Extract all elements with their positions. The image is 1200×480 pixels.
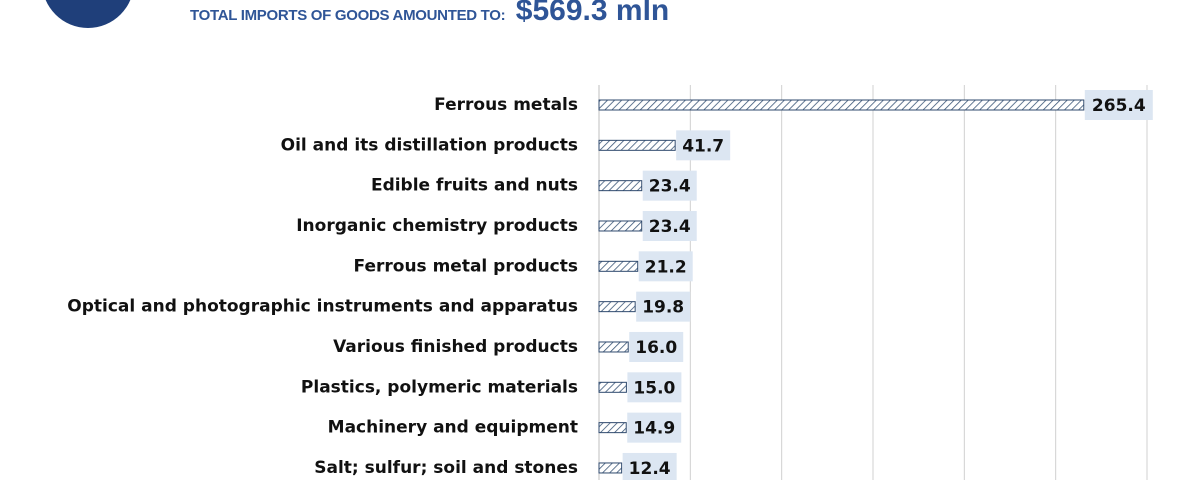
category-label: Ferrous metals bbox=[434, 95, 578, 115]
logo-icon bbox=[45, 0, 131, 28]
bar bbox=[598, 260, 639, 272]
bar bbox=[598, 341, 629, 353]
data-label-box bbox=[627, 412, 682, 443]
bar bbox=[598, 301, 636, 313]
bar bbox=[598, 220, 643, 232]
bar bbox=[598, 381, 627, 393]
data-label: 265.4 bbox=[1092, 96, 1146, 116]
data-label: 16.0 bbox=[635, 338, 677, 358]
category-label: Ferrous metal products bbox=[354, 256, 578, 276]
data-label: 19.8 bbox=[642, 298, 684, 318]
category-label: Salt; sulfur; soil and stones bbox=[314, 458, 578, 478]
header: TOTAL IMPORTS OF GOODS AMOUNTED TO: $569… bbox=[190, 0, 669, 28]
data-label-box bbox=[629, 331, 684, 362]
data-label-box bbox=[636, 291, 691, 322]
data-label-box bbox=[638, 251, 693, 282]
bar bbox=[598, 462, 623, 474]
data-label: 12.4 bbox=[629, 459, 671, 479]
category-label: Edible fruits and nuts bbox=[371, 176, 578, 196]
data-label-box bbox=[622, 452, 677, 480]
bar bbox=[598, 139, 676, 151]
bar bbox=[598, 180, 643, 192]
data-label-box bbox=[642, 210, 697, 241]
header-total-value: $569.3 mln bbox=[515, 0, 670, 27]
data-label-box bbox=[627, 372, 682, 403]
bar bbox=[598, 99, 1085, 111]
bars bbox=[598, 99, 1085, 474]
data-label: 14.9 bbox=[633, 419, 675, 439]
bar bbox=[598, 422, 627, 434]
data-label: 15.0 bbox=[633, 378, 675, 398]
data-label-box bbox=[676, 130, 731, 161]
data-label: 23.4 bbox=[649, 217, 691, 237]
category-label: Various finished products bbox=[333, 337, 578, 357]
data-label: 41.7 bbox=[682, 136, 724, 156]
data-label-box bbox=[1084, 90, 1153, 120]
category-label: Oil and its distillation products bbox=[281, 135, 578, 155]
category-label: Plastics, polymeric materials bbox=[301, 377, 578, 397]
labels: Ferrous metals 265.4 Oil and its distillat… bbox=[67, 90, 1153, 480]
category-label: Optical and photographic instruments and… bbox=[67, 297, 578, 317]
header-label: TOTAL IMPORTS OF GOODS AMOUNTED TO: bbox=[190, 7, 506, 24]
data-label: 21.2 bbox=[645, 257, 687, 277]
data-label-box bbox=[642, 170, 697, 201]
category-label: Inorganic chemistry products bbox=[296, 216, 578, 236]
data-label: 23.4 bbox=[649, 177, 691, 197]
category-label: Machinery and equipment bbox=[328, 418, 578, 438]
